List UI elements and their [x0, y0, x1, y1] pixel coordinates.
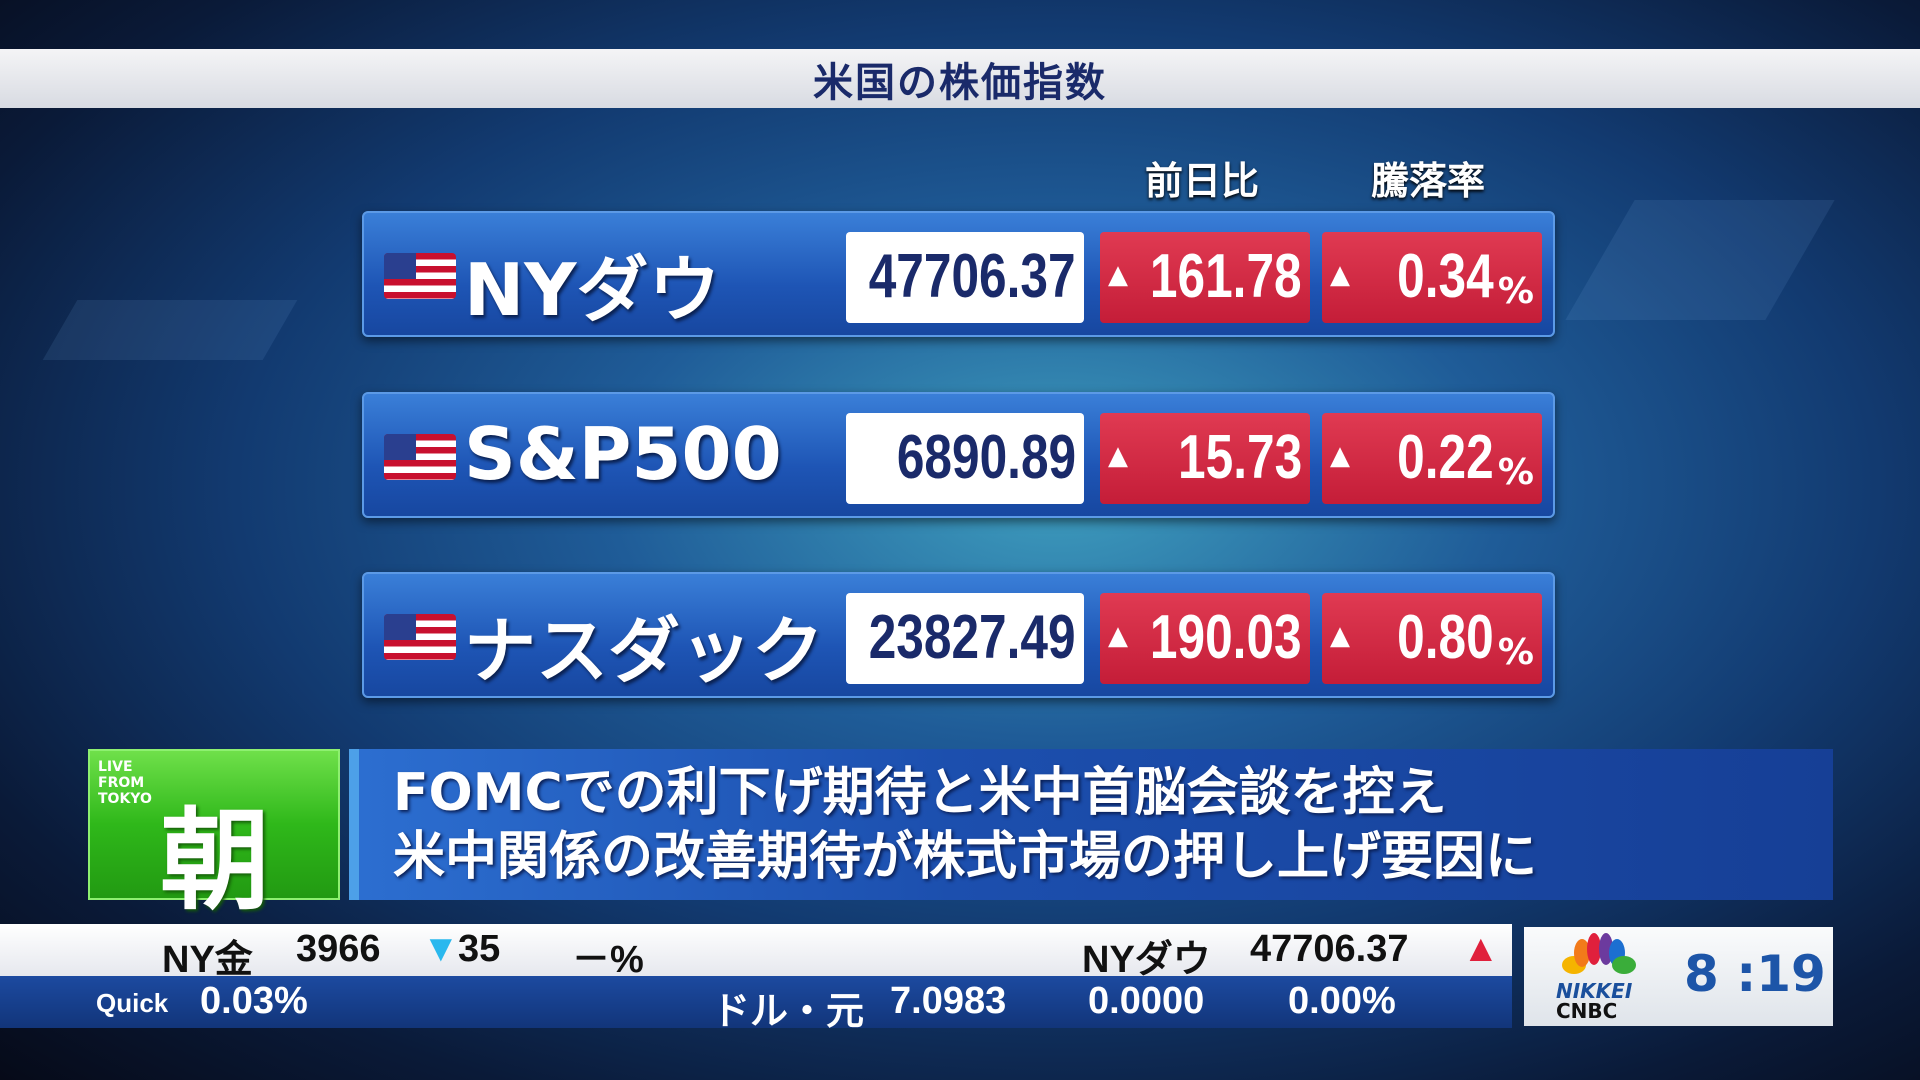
index-value: 6890.89 [896, 423, 1076, 492]
ticker-bottom: Quick 0.03% ドル・元 7.0983 0.0000 0.00% [0, 976, 1512, 1033]
us-flag-icon [384, 614, 456, 660]
fx-value: 7.0983 [890, 980, 1007, 1022]
headline-line-1: FOMCでの利下げ期待と米中首脳会談を控え [393, 763, 1447, 823]
index-name: NYダウ [464, 248, 721, 332]
rate-box: ▲ 0.80% [1322, 593, 1542, 684]
index-row-sp500: S&P500 6890.89 ▲ 15.73 ▲ 0.22% [362, 392, 1555, 518]
index-value-box: 6890.89 [846, 413, 1084, 504]
rate-box: ▲ 0.22% [1322, 413, 1542, 504]
gold-label: NY金 [162, 939, 253, 981]
headline-line-2: 米中関係の改善期待が株式市場の押し上げ要因に [393, 827, 1538, 887]
cnbc-text: CNBC [1556, 999, 1618, 1023]
percent-sign: % [1497, 452, 1534, 493]
gold-change: 35 [458, 928, 501, 970]
rate-value: 0.22 [1397, 423, 1494, 492]
change-value: 190.03 [1150, 603, 1302, 672]
change-value: 161.78 [1150, 242, 1302, 311]
down-arrow-icon: ▼ [422, 928, 460, 970]
index-value: 23827.49 [869, 603, 1076, 672]
page-title: 米国の株価指数 [813, 59, 1107, 106]
title-bar: 米国の株価指数 [0, 49, 1920, 108]
background-decoration [42, 300, 298, 360]
program-badge: LIVE FROM TOKYO 朝 [88, 749, 340, 925]
rate-box: ▲ 0.34% [1322, 232, 1542, 323]
up-arrow-icon: ▲ [1462, 928, 1500, 970]
index-row-nasdaq: ナスダック 23827.49 ▲ 190.03 ▲ 0.80% [362, 572, 1555, 698]
index-name: S&P500 [464, 412, 782, 496]
change-box: ▲ 161.78 [1100, 232, 1310, 323]
up-arrow-icon: ▲ [1330, 621, 1350, 651]
headline-banner: FOMCでの利下げ期待と米中首脳会談を控え 米中関係の改善期待が株式市場の押し上… [349, 749, 1833, 900]
index-value-box: 47706.37 [846, 232, 1084, 323]
rate-value: 0.80 [1397, 603, 1494, 672]
index-name: ナスダック [464, 609, 825, 693]
quick-logo: Quick [96, 988, 169, 1018]
change-value: 15.73 [1177, 423, 1302, 492]
quick-pct: 0.03% [200, 980, 308, 1022]
live-from-tokyo: LIVE FROM TOKYO [98, 759, 152, 807]
up-arrow-icon: ▲ [1108, 260, 1128, 290]
percent-sign: % [1497, 632, 1534, 673]
up-arrow-icon: ▲ [1330, 441, 1350, 471]
nikkei-cnbc-logo-clock: NIKKEI CNBC 8 :19 [1524, 927, 1833, 1026]
us-flag-icon [384, 434, 456, 480]
dow-value: 47706.37 [1250, 928, 1409, 970]
fx-change: 0.0000 [1088, 980, 1205, 1022]
background-decoration [1565, 200, 1835, 320]
gold-pct: －% [572, 939, 644, 981]
index-value-box: 23827.49 [846, 593, 1084, 684]
percent-sign: % [1497, 271, 1534, 312]
program-name: 朝 [160, 797, 270, 925]
up-arrow-icon: ▲ [1108, 621, 1128, 651]
up-arrow-icon: ▲ [1330, 260, 1350, 290]
index-value: 47706.37 [869, 242, 1076, 311]
index-row-dow: NYダウ 47706.37 ▲ 161.78 ▲ 0.34% [362, 211, 1555, 337]
dow-label: NYダウ [1082, 939, 1211, 981]
nikkei-text: NIKKEI [1556, 979, 1633, 1003]
us-flag-icon [384, 253, 456, 299]
peacock-logo-icon [1562, 933, 1636, 974]
rate-value: 0.34 [1397, 242, 1494, 311]
clock: 8 :19 [1684, 945, 1826, 1003]
column-header-change: 前日比 [1144, 159, 1259, 203]
change-box: ▲ 15.73 [1100, 413, 1310, 504]
ticker-top: NY金 3966 ▼ 35 －% NYダウ 47706.37 ▲ [0, 924, 1512, 981]
column-header-rate: 騰落率 [1370, 159, 1485, 203]
up-arrow-icon: ▲ [1108, 441, 1128, 471]
change-box: ▲ 190.03 [1100, 593, 1310, 684]
gold-value: 3966 [296, 928, 381, 970]
fx-label: ドル・元 [712, 991, 865, 1033]
fx-pct: 0.00% [1288, 980, 1396, 1022]
